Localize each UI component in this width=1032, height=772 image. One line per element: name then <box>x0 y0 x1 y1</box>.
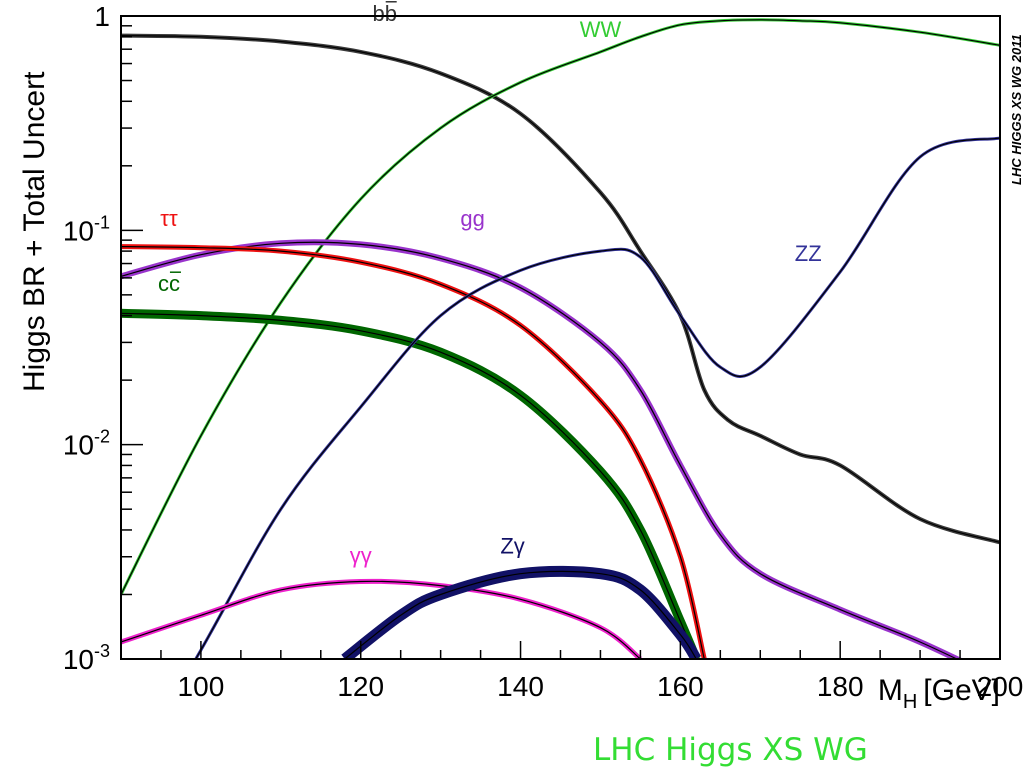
series-label: ZZ <box>795 241 822 266</box>
series-label: Zγ <box>500 534 524 559</box>
y-axis-title: Higgs BR + Total Uncert <box>18 71 51 392</box>
x-tick-label: 140 <box>497 671 544 702</box>
y-tick-exponent: -2 <box>94 427 110 447</box>
x-axis-title: MH [GeV] <box>878 674 1000 713</box>
series-label: bb <box>372 1 396 26</box>
label-layer: bb WW ττ gg cc ZZ γγ Zγ <box>158 1 822 568</box>
series-line-bb <box>121 35 1000 543</box>
y-tick-exponent: -3 <box>94 641 110 661</box>
y-tick-label: 10-3 <box>63 641 110 675</box>
series-label: cc <box>158 271 180 296</box>
plot-area <box>121 16 1000 659</box>
y-tick-base: 10 <box>63 644 94 675</box>
x-tick-label: 180 <box>817 671 864 702</box>
y-tick-exponent: -1 <box>94 212 110 232</box>
series-line-gammagamma <box>121 580 641 659</box>
x-axis-title-sub: H <box>903 691 917 713</box>
series-group <box>121 18 1000 659</box>
x-tick-label: 200 <box>977 671 1024 702</box>
series-layer <box>121 18 1000 659</box>
y-tick-label: 1 <box>94 1 110 32</box>
series-line-cc <box>121 312 697 659</box>
series-line-ww <box>121 19 1000 595</box>
side-label: LHC HIGGS XS WG 2011 <box>1009 34 1024 185</box>
plot-frame <box>120 15 1001 660</box>
y-tick-base: 1 <box>94 1 110 32</box>
y-tick-label: 10-2 <box>63 427 110 461</box>
series-label: γγ <box>350 543 372 568</box>
series-label: WW <box>580 17 622 42</box>
footer-label: LHC Higgs XS WG <box>593 732 868 768</box>
x-axis-title-main: M <box>878 674 903 707</box>
y-tick-base: 10 <box>63 215 94 246</box>
series-line-zgamma <box>344 570 697 659</box>
y-tick-label: 10-1 <box>63 212 110 246</box>
x-tick-label: 160 <box>657 671 704 702</box>
series-label: ττ <box>160 206 178 231</box>
y-tick-base: 10 <box>63 430 94 461</box>
series-line-tautau <box>121 246 705 659</box>
series-line-zz <box>195 137 1000 659</box>
series-line-gg <box>121 241 959 659</box>
series-label: gg <box>460 206 484 231</box>
x-axis-title-unit: [GeV] <box>923 674 1000 707</box>
x-tick-label: 100 <box>178 671 225 702</box>
x-tick-label: 120 <box>337 671 384 702</box>
